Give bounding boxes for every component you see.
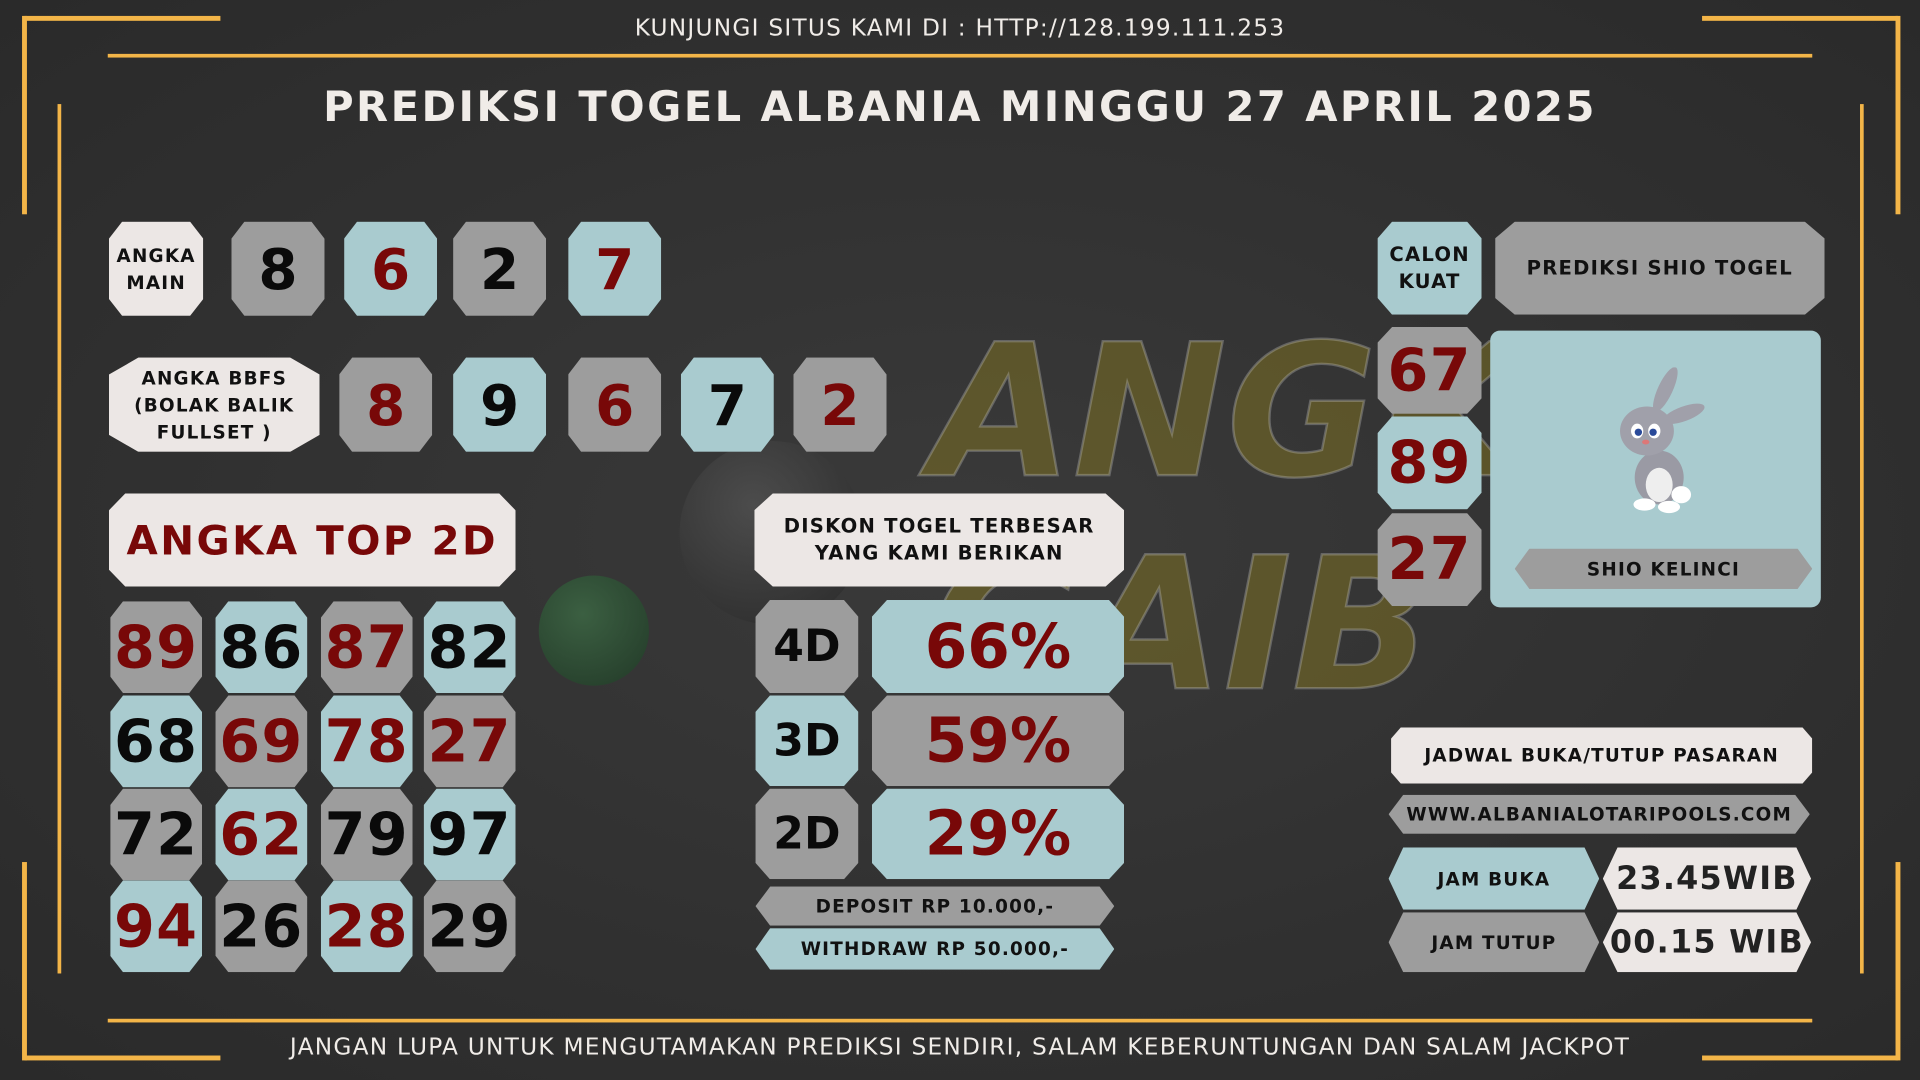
jam-buka-value: 23.45WIB (1603, 847, 1811, 909)
angka-main-label: ANGKA MAIN (108, 221, 204, 316)
diskon-type-3d: 3D (755, 695, 859, 787)
frame-line (107, 1018, 1813, 1023)
diskon-value-3d: 59% (871, 695, 1125, 787)
top-2d-title: ANGKA TOP 2D (108, 493, 516, 587)
frame-line (57, 104, 62, 974)
angka-main-number: 6 (344, 221, 438, 316)
billiard-ball-icon (538, 575, 649, 686)
deposit-label: DEPOSIT RP 10.000,- (756, 887, 1115, 926)
top-2d-number: 94 (110, 880, 203, 973)
rabbit-icon (1620, 367, 1705, 514)
top-2d-number: 27 (423, 695, 516, 788)
frame-corner (24, 15, 221, 21)
jam-tutup-value: 00.15 WIB (1603, 912, 1811, 972)
diskon-value-4d: 66% (871, 600, 1125, 694)
frame-corner (1895, 862, 1901, 1061)
top-2d-number: 79 (320, 788, 413, 881)
calon-kuat-number: 27 (1377, 513, 1482, 607)
page-title: PREDIKSI TOGEL ALBANIA MINGGU 27 APRIL 2… (323, 83, 1597, 133)
frame-corner (22, 862, 27, 1061)
website-link[interactable]: WWW.ALBANIALOTARIPOOLS.COM (1389, 795, 1810, 834)
withdraw-label: WITHDRAW RP 50.000,- (756, 928, 1115, 970)
top-2d-number: 28 (320, 880, 413, 973)
calon-kuat-number: 67 (1377, 326, 1482, 414)
diskon-type-2d: 2D (755, 788, 859, 880)
top-2d-number: 86 (215, 601, 308, 694)
diskon-title: DISKON TOGEL TERBESAR YANG KAMI BERIKAN (754, 493, 1125, 587)
top-2d-number: 82 (423, 601, 516, 694)
bbfs-label: ANGKA BBFS (BOLAK BALIK FULLSET ) (108, 357, 320, 452)
angka-main-number: 8 (231, 221, 325, 316)
frame-corner (1702, 1055, 1898, 1061)
top-2d-number: 78 (320, 695, 413, 788)
calon-kuat-number: 89 (1377, 416, 1482, 510)
top-2d-number: 89 (110, 601, 203, 694)
diskon-value-2d: 29% (871, 788, 1125, 880)
frame-corner (1702, 15, 1898, 21)
top-2d-number: 29 (423, 880, 516, 973)
top-2d-number: 72 (110, 788, 203, 881)
frame-corner (1895, 15, 1901, 215)
top-2d-number: 87 (320, 601, 413, 694)
bbfs-number: 9 (453, 357, 547, 452)
bbfs-number: 2 (793, 357, 887, 452)
shio-name: SHIO KELINCI (1515, 549, 1813, 589)
frame-line (107, 53, 1813, 58)
top-2d-number: 68 (110, 695, 203, 788)
top-2d-number: 62 (215, 788, 308, 881)
bbfs-number: 7 (680, 357, 774, 452)
jam-tutup-label: JAM TUTUP (1389, 912, 1600, 972)
top-2d-number: 69 (215, 695, 308, 788)
jadwal-title: JADWAL BUKA/TUTUP PASARAN (1391, 727, 1812, 783)
top-2d-number: 26 (215, 880, 308, 973)
calon-kuat-label: CALON KUAT (1377, 221, 1482, 315)
jam-buka-label: JAM BUKA (1389, 847, 1600, 909)
bbfs-number: 6 (568, 357, 662, 452)
frame-line (1860, 104, 1864, 974)
footer-text: JANGAN LUPA UNTUK MENGUTAMAKAN PREDIKSI … (289, 1033, 1631, 1061)
frame-corner (22, 15, 27, 215)
frame-corner (24, 1055, 221, 1061)
site-url-text: KUNJUNGI SITUS KAMI DI : HTTP://128.199.… (634, 14, 1286, 42)
prediksi-shio-title: PREDIKSI SHIO TOGEL (1495, 221, 1825, 315)
diskon-type-4d: 4D (755, 600, 859, 694)
bbfs-number: 8 (339, 357, 433, 452)
angka-main-number: 2 (453, 221, 547, 316)
top-2d-number: 97 (423, 788, 516, 881)
angka-main-number: 7 (568, 221, 662, 316)
